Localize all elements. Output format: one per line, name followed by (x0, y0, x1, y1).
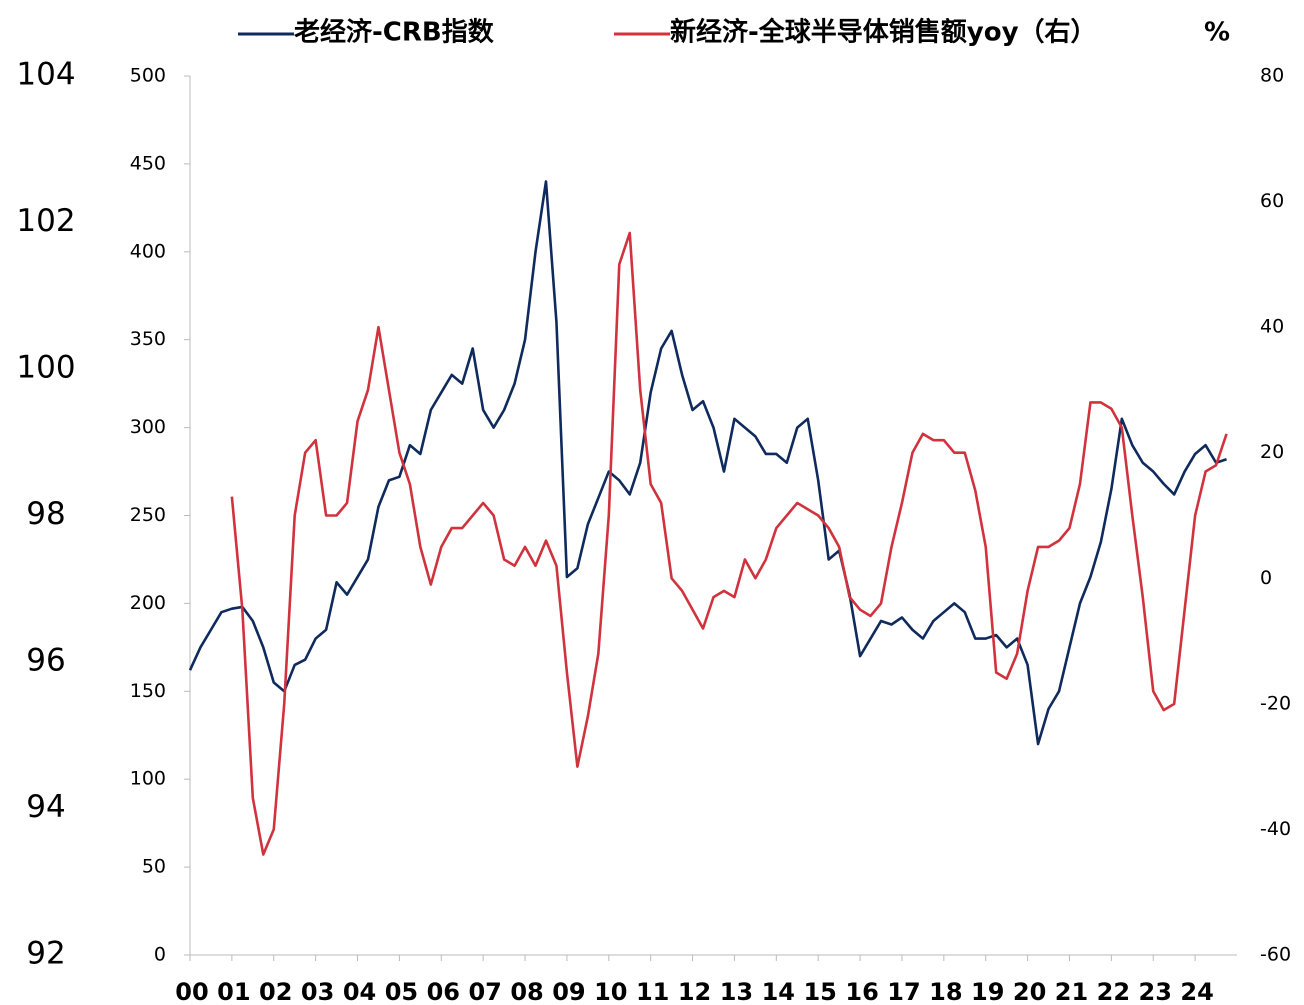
x-tick-label: 11 (636, 978, 669, 1005)
y2-tick-label: -20 (1260, 692, 1291, 714)
y-tick-label: 400 (130, 240, 166, 262)
series-line (230, 231, 1228, 856)
x-tick-label: 15 (803, 978, 836, 1005)
x-tick-label: 05 (385, 978, 418, 1005)
y2-tick-label: -40 (1260, 818, 1291, 840)
x-tick-label: 20 (1013, 978, 1046, 1005)
y2-tick-label: -60 (1260, 944, 1291, 966)
y2-tick-label: 0 (1260, 567, 1272, 589)
outer-y-tick-label: 104 (16, 57, 75, 93)
outer-y-tick-label: 100 (16, 350, 75, 386)
x-tick-label: 12 (678, 978, 711, 1005)
y2-tick-label: 40 (1260, 316, 1284, 338)
x-tick-label: 16 (845, 978, 878, 1005)
x-tick-label: 00 (175, 978, 208, 1005)
legend-label: 新经济-全球半导体销售额yoy（右） (670, 17, 1097, 48)
x-tick-label: 22 (1097, 978, 1130, 1005)
x-tick-label: 21 (1055, 978, 1088, 1005)
y-tick-label: 350 (130, 328, 166, 350)
x-tick-label: 24 (1180, 978, 1213, 1005)
x-tick-label: 18 (929, 978, 962, 1005)
y-tick-label: 150 (130, 680, 166, 702)
y-tick-label: 200 (130, 592, 166, 614)
x-tick-label: 19 (971, 978, 1004, 1005)
y2-tick-label: 80 (1260, 65, 1284, 87)
x-tick-label: 03 (301, 978, 334, 1005)
series-line (188, 180, 1227, 746)
x-tick-label: 07 (468, 978, 501, 1005)
y-tick-label: 0 (154, 944, 166, 966)
outer-y-tick-label: 92 (26, 936, 65, 972)
x-tick-label: 04 (343, 978, 376, 1005)
y2-tick-label: 20 (1260, 441, 1284, 463)
x-tick-label: 23 (1139, 978, 1172, 1005)
x-tick-label: 01 (217, 978, 250, 1005)
x-tick-label: 08 (510, 978, 543, 1005)
x-tick-label: 14 (762, 978, 795, 1005)
x-tick-label: 13 (720, 978, 753, 1005)
y2-axis-unit: % (1204, 18, 1230, 48)
y-tick-label: 250 (130, 504, 166, 526)
y2-tick-label: 60 (1260, 190, 1284, 212)
legend-label: 老经济-CRB指数 (294, 17, 495, 48)
x-tick-label: 02 (259, 978, 292, 1005)
x-tick-label: 17 (887, 978, 920, 1005)
x-tick-label: 09 (552, 978, 585, 1005)
outer-y-tick-label: 96 (26, 643, 65, 679)
y-tick-label: 500 (130, 65, 166, 87)
y-tick-label: 300 (130, 416, 166, 438)
outer-y-tick-label: 98 (26, 496, 65, 532)
y-tick-label: 50 (142, 856, 166, 878)
outer-y-tick-label: 94 (26, 789, 65, 825)
x-tick-label: 10 (594, 978, 627, 1005)
y-tick-label: 450 (130, 152, 166, 174)
y-tick-label: 100 (130, 768, 166, 790)
x-tick-label: 06 (427, 978, 460, 1005)
outer-y-tick-label: 102 (16, 203, 75, 239)
